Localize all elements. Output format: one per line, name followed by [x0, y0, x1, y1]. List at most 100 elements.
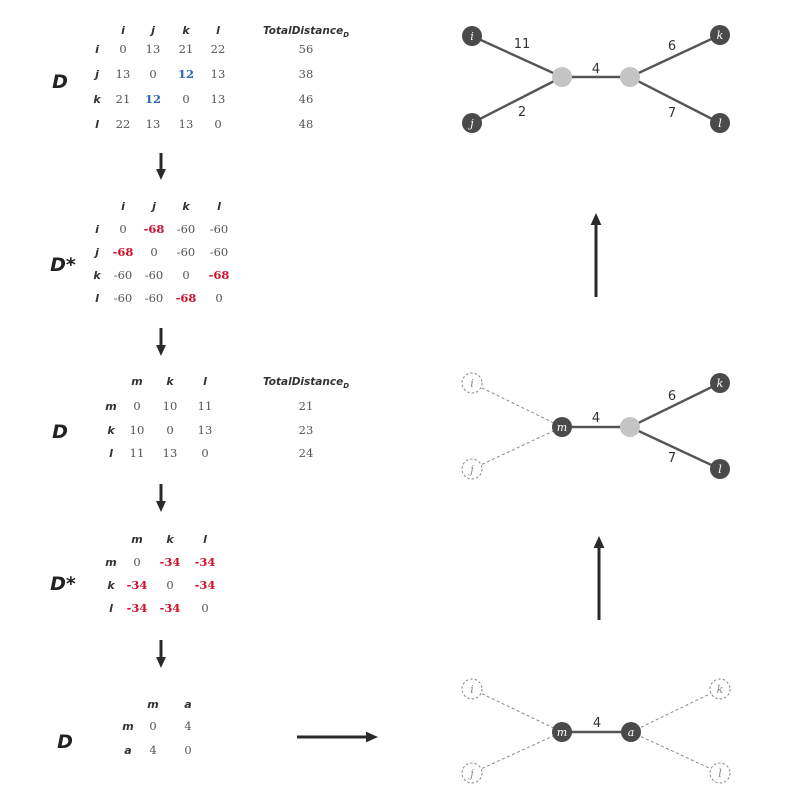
node-label: i — [470, 30, 474, 43]
matrix-cell: 0 — [133, 555, 140, 569]
row-header: a — [124, 744, 131, 757]
row-header: i — [95, 223, 99, 236]
row-header: j — [93, 246, 99, 259]
matrix-label: D — [57, 731, 73, 753]
matrix-cell: 13 — [211, 92, 226, 106]
edge-weight: 7 — [668, 106, 676, 121]
column-header: l — [216, 24, 220, 37]
matrix-cell: -60 — [177, 222, 196, 236]
matrix-cell: 11 — [130, 446, 145, 460]
matrix-cell: -60 — [210, 245, 229, 259]
node-label: j — [467, 463, 474, 476]
column-header: j — [149, 24, 155, 37]
node-label: k — [717, 683, 724, 696]
matrix-cell: -60 — [177, 245, 196, 259]
matrix-cell: 0 — [149, 719, 156, 733]
total-distance-subscript: D — [343, 382, 349, 390]
tree-edge — [629, 75, 721, 125]
matrix-cell: 0 — [119, 42, 126, 56]
matrix-cell: 13 — [163, 446, 178, 460]
node-label: j — [467, 767, 474, 780]
matrix-cell: 11 — [198, 399, 213, 413]
matrix-label: D* — [50, 254, 76, 276]
matrix-cell: 0 — [214, 117, 221, 131]
matrix-cell: -34 — [127, 601, 148, 615]
tree-node — [710, 459, 730, 479]
node-label: k — [717, 377, 724, 390]
down-arrow-2 — [156, 328, 166, 356]
node-label: l — [718, 117, 722, 130]
edge-weight: 11 — [514, 37, 531, 52]
total-distance-word: TotalDistance — [263, 25, 343, 37]
matrix-cell: 0 — [182, 268, 189, 282]
column-header: k — [182, 24, 190, 37]
edge-weight: 6 — [668, 39, 676, 54]
total-distance-header: TotalDistanceD — [263, 25, 349, 39]
tree-2: 4 6 7 i j k l m — [461, 372, 730, 480]
matrix-label: D* — [50, 573, 76, 595]
matrix-cell: 13 — [116, 67, 131, 81]
matrix-cell: -60 — [114, 268, 133, 282]
matrix-cell: 10 — [130, 423, 145, 437]
matrix-cell: 13 — [179, 117, 194, 131]
tree-node — [620, 67, 640, 87]
column-header: k — [182, 200, 190, 213]
matrix-cell: -34 — [160, 601, 181, 615]
tree-node — [709, 762, 731, 784]
total-distance-header: TotalDistanceD — [263, 376, 349, 390]
matrix-cell: 10 — [163, 399, 178, 413]
tree-edge — [471, 426, 563, 470]
matrix-cell: -60 — [210, 222, 229, 236]
matrix-cell: 21 — [179, 42, 194, 56]
matrix-cell: 0 — [149, 67, 156, 81]
tree-node — [552, 722, 572, 742]
edge-weight: 2 — [518, 105, 526, 120]
column-header: l — [217, 200, 221, 213]
matrix-cell: 4 — [149, 743, 156, 757]
matrix-cell: -68 — [209, 268, 230, 282]
row-header: k — [93, 269, 101, 282]
matrix-cell: 0 — [119, 222, 126, 236]
tree-node — [710, 25, 730, 45]
down-arrow-1 — [156, 153, 166, 180]
total-distance-value: 24 — [299, 446, 314, 460]
column-header: m — [131, 533, 142, 546]
tree-node — [710, 373, 730, 393]
edge-weight: 4 — [592, 62, 600, 77]
row-header: k — [107, 424, 115, 437]
tree-node — [461, 458, 483, 480]
row-header: k — [107, 579, 115, 592]
matrix-cell: 13 — [146, 42, 161, 56]
matrix-cell: 0 — [201, 446, 208, 460]
matrix-label: D — [52, 71, 68, 93]
down-arrow-4 — [156, 640, 166, 668]
matrix-cell: 0 — [215, 291, 222, 305]
total-distance-subscript: D — [343, 31, 349, 39]
node-label: m — [557, 421, 567, 434]
tree-node — [710, 113, 730, 133]
matrix-cell: 0 — [184, 743, 191, 757]
up-arrow-upper — [590, 213, 602, 297]
matrix-cell: 0 — [166, 423, 173, 437]
matrix-cell: 0 — [166, 578, 173, 592]
tree-1: 11 2 4 6 7 i j k l — [462, 25, 730, 133]
matrix-cell: -34 — [127, 578, 148, 592]
node-label: a — [628, 726, 635, 739]
column-header: l — [203, 375, 207, 388]
matrix-cell: 13 — [146, 117, 161, 131]
row-header: i — [95, 43, 99, 56]
matrix-cell: 0 — [150, 245, 157, 259]
tree-edge — [471, 382, 563, 428]
tree-edge — [630, 688, 721, 733]
row-header: l — [95, 118, 99, 131]
tree-node — [461, 762, 483, 784]
matrix-cell: 0 — [182, 92, 189, 106]
matrix-cell: -34 — [195, 555, 216, 569]
node-label: l — [718, 767, 722, 780]
matrix-cell: -34 — [160, 555, 181, 569]
tree-node — [462, 113, 482, 133]
row-header: l — [109, 447, 113, 460]
tree-node — [462, 26, 482, 46]
node-label: l — [718, 463, 722, 476]
